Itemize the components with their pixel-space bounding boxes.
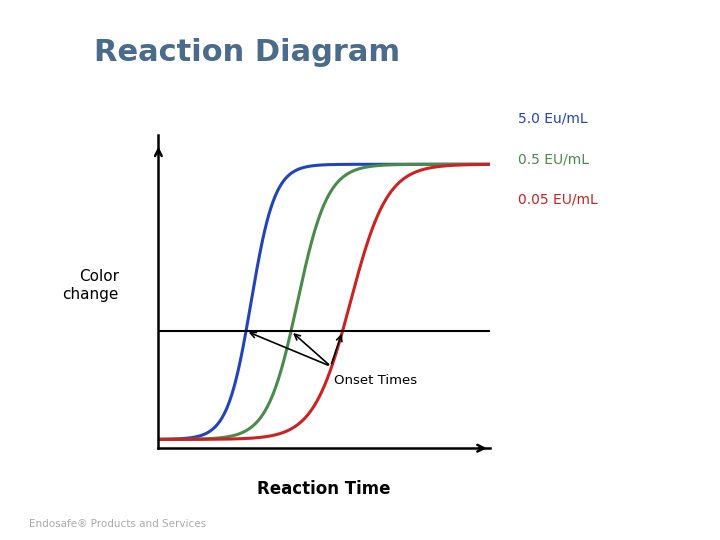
- Text: 0.5 EU/mL: 0.5 EU/mL: [518, 152, 590, 166]
- Text: Reaction Time: Reaction Time: [257, 480, 391, 497]
- Text: Onset Times: Onset Times: [334, 374, 417, 387]
- Text: Endosafe® Products and Services: Endosafe® Products and Services: [29, 519, 206, 529]
- Text: Color
change: Color change: [63, 269, 119, 301]
- Text: 0.05 EU/mL: 0.05 EU/mL: [518, 193, 598, 207]
- Text: 5.0 Eu/mL: 5.0 Eu/mL: [518, 112, 588, 126]
- Text: Reaction Diagram: Reaction Diagram: [94, 38, 400, 67]
